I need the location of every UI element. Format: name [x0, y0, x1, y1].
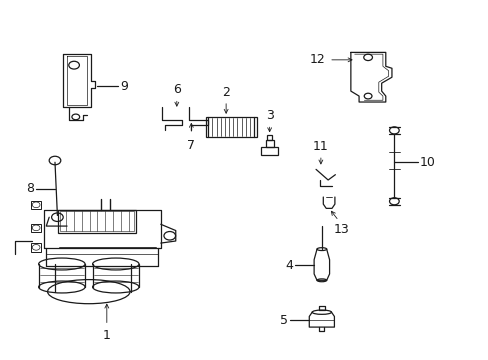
Bar	[266, 135, 271, 140]
Text: 5: 5	[280, 314, 287, 327]
Bar	[60, 211, 134, 231]
Text: 13: 13	[333, 223, 348, 236]
Bar	[31, 201, 41, 209]
Bar	[261, 147, 278, 155]
Text: 2: 2	[222, 86, 229, 99]
Text: 10: 10	[419, 156, 434, 169]
Text: 8: 8	[26, 183, 34, 195]
Text: 7: 7	[187, 139, 195, 152]
Text: 6: 6	[173, 84, 181, 96]
Bar	[31, 243, 41, 252]
Text: 1: 1	[102, 329, 110, 342]
Bar	[205, 117, 256, 138]
Bar	[265, 140, 273, 147]
Text: 9: 9	[120, 80, 127, 93]
Bar	[58, 210, 136, 233]
Text: 3: 3	[265, 109, 273, 122]
Text: 12: 12	[309, 53, 325, 66]
Text: 11: 11	[312, 140, 328, 153]
Bar	[31, 224, 41, 232]
Text: 4: 4	[285, 258, 292, 271]
